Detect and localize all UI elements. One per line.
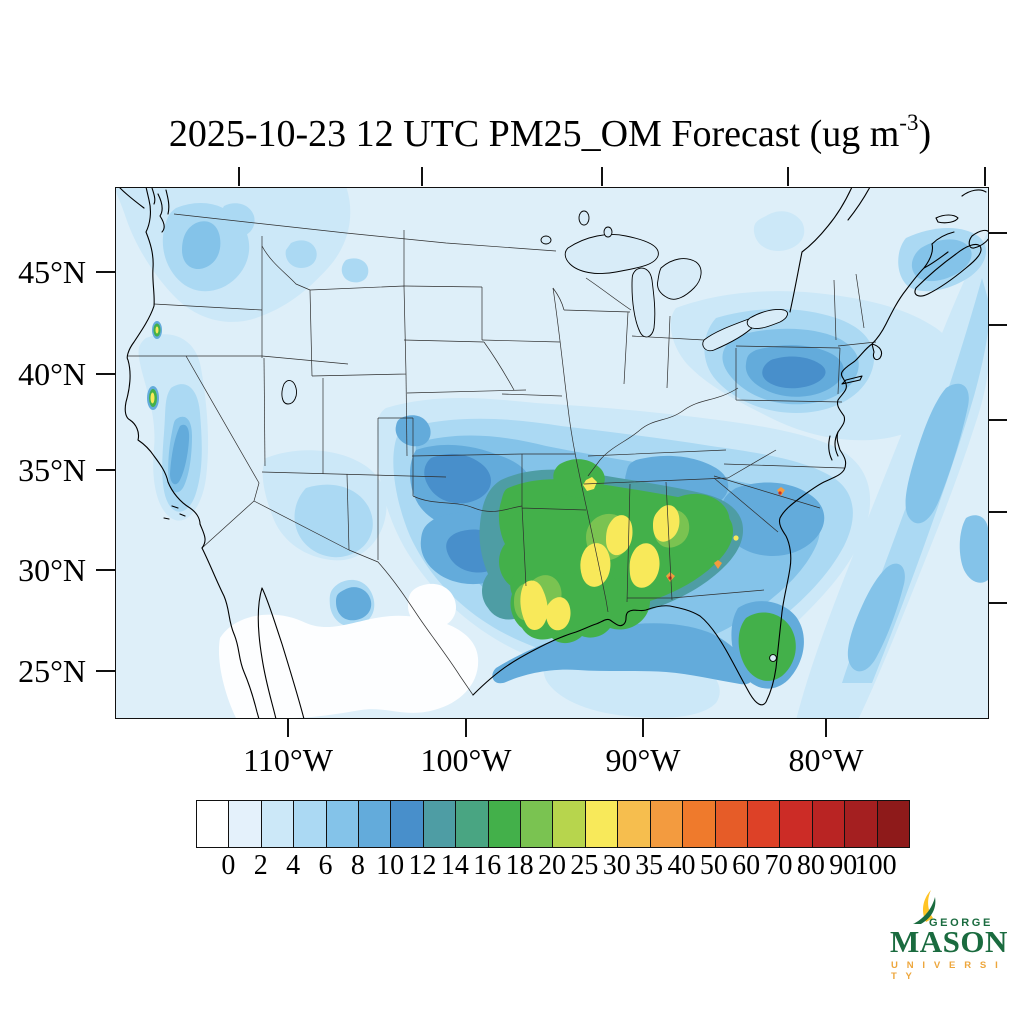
map-plot-area	[115, 187, 989, 719]
lat-tick-left	[96, 569, 115, 571]
colorbar-tick-label: 14	[440, 850, 469, 881]
lat-tick-left	[96, 469, 115, 471]
colorbar	[196, 800, 910, 848]
colorbar-cell	[391, 801, 424, 847]
colorbar-cell	[715, 801, 748, 847]
great-lakes	[281, 210, 788, 662]
lon-tick-top	[984, 167, 986, 186]
colorbar-tick-label: 10	[376, 850, 405, 881]
colorbar-cell	[812, 801, 846, 847]
lon-label-110w: 110°W	[243, 742, 333, 778]
coastlines	[119, 188, 988, 718]
colorbar-cell	[197, 801, 230, 847]
lon-tick-top	[601, 167, 603, 186]
lon-tick-bottom	[287, 718, 289, 737]
lat-tick-right	[988, 602, 1007, 604]
colorbar-tick-label: 4	[286, 850, 301, 881]
gmu-logo-george: GEORGE	[929, 917, 993, 929]
lon-tick-bottom	[642, 718, 644, 737]
lon-tick-top	[238, 167, 240, 186]
colorbar-cell	[294, 801, 327, 847]
colorbar-tick-label: 30	[602, 850, 631, 881]
colorbar-tick-label: 100	[854, 850, 897, 881]
colorbar-tick-label: 25	[570, 850, 599, 881]
pm25-contour-map	[116, 188, 988, 718]
colorbar-tick-label: 0	[221, 850, 236, 881]
colorbar-cell	[845, 801, 878, 847]
colorbar-cell	[747, 801, 781, 847]
lat-tick-right	[988, 324, 1007, 326]
lat-tick-right	[988, 419, 1007, 421]
contour-level-10-12	[424, 356, 826, 573]
lon-tick-bottom	[465, 718, 467, 737]
colorbar-tick-label: 50	[699, 850, 728, 881]
chart-title-exponent: -3	[899, 110, 919, 136]
colorbar-cell	[423, 801, 457, 847]
lat-tick-right	[988, 232, 1007, 234]
colorbar-tick-label: 20	[538, 850, 566, 881]
colorbar-cell	[261, 801, 295, 847]
colorbar-cell	[359, 801, 392, 847]
lon-tick-top	[787, 167, 789, 186]
lon-label-80w: 80°W	[788, 742, 864, 778]
colorbar-labels: 0 2 4 6 8 10 12 14 16 18 20 25 30 35 40 50 60 70 80 90 100	[196, 851, 910, 885]
lon-tick-bottom	[825, 718, 827, 737]
lat-label-25n: 25°N	[18, 653, 86, 689]
colorbar-cell	[521, 801, 554, 847]
lat-tick-left	[96, 373, 115, 375]
colorbar-cell	[456, 801, 489, 847]
colorbar-cell	[229, 801, 262, 847]
colorbar-cell	[650, 801, 684, 847]
colorbar-cell	[553, 801, 586, 847]
gmu-logo-university: U N I V E R S I T Y	[891, 960, 1001, 982]
colorbar-cell	[618, 801, 651, 847]
gmu-logo: GEORGE MASON U N I V E R S I T Y	[886, 890, 1008, 982]
colorbar-cell	[326, 801, 360, 847]
lat-label-35n: 35°N	[18, 452, 86, 488]
chart-title: 2025-10-23 12 UTC PM25_OM Forecast (ug m…	[100, 110, 1000, 156]
colorbar-tick-label: 12	[408, 850, 437, 881]
colorbar-tick-label: 2	[253, 850, 268, 881]
colorbar-tick-label: 16	[473, 850, 502, 881]
colorbar-tick-label: 6	[318, 850, 333, 881]
colorbar-cell	[780, 801, 813, 847]
lat-label-40n: 40°N	[18, 356, 86, 392]
lat-tick-left	[96, 670, 115, 672]
lat-tick-left	[96, 271, 115, 273]
colorbar-tick-label: 18	[505, 850, 534, 881]
lat-tick-right	[988, 511, 1007, 513]
colorbar-tick-label: 90	[829, 850, 858, 881]
colorbar-cell	[683, 801, 716, 847]
contour-level-25-30	[150, 326, 739, 631]
colorbar-cell	[585, 801, 619, 847]
colorbar-cell	[877, 801, 909, 847]
colorbar-cell	[488, 801, 522, 847]
colorbar-tick-label: 60	[732, 850, 761, 881]
chart-title-suffix: )	[918, 113, 932, 155]
colorbar-tick-label: 35	[635, 850, 664, 881]
chart-title-text: 2025-10-23 12 UTC PM25_OM Forecast (ug m	[168, 113, 900, 155]
lat-label-30n: 30°N	[18, 552, 86, 588]
gmu-flame-icon	[912, 890, 936, 924]
lon-label-100w: 100°W	[420, 742, 512, 778]
colorbar-tick-label: 80	[796, 850, 825, 881]
contour-level-below-0	[218, 583, 479, 718]
colorbar-tick-label: 70	[764, 850, 793, 881]
lat-label-45n: 45°N	[18, 254, 86, 290]
colorbar-tick-label: 8	[350, 850, 365, 881]
colorbar-tick-label: 40	[667, 850, 696, 881]
lon-label-90w: 90°W	[605, 742, 681, 778]
gmu-logo-mason: MASON	[890, 924, 1008, 959]
state-borders	[128, 213, 877, 696]
lon-tick-top	[421, 167, 423, 186]
